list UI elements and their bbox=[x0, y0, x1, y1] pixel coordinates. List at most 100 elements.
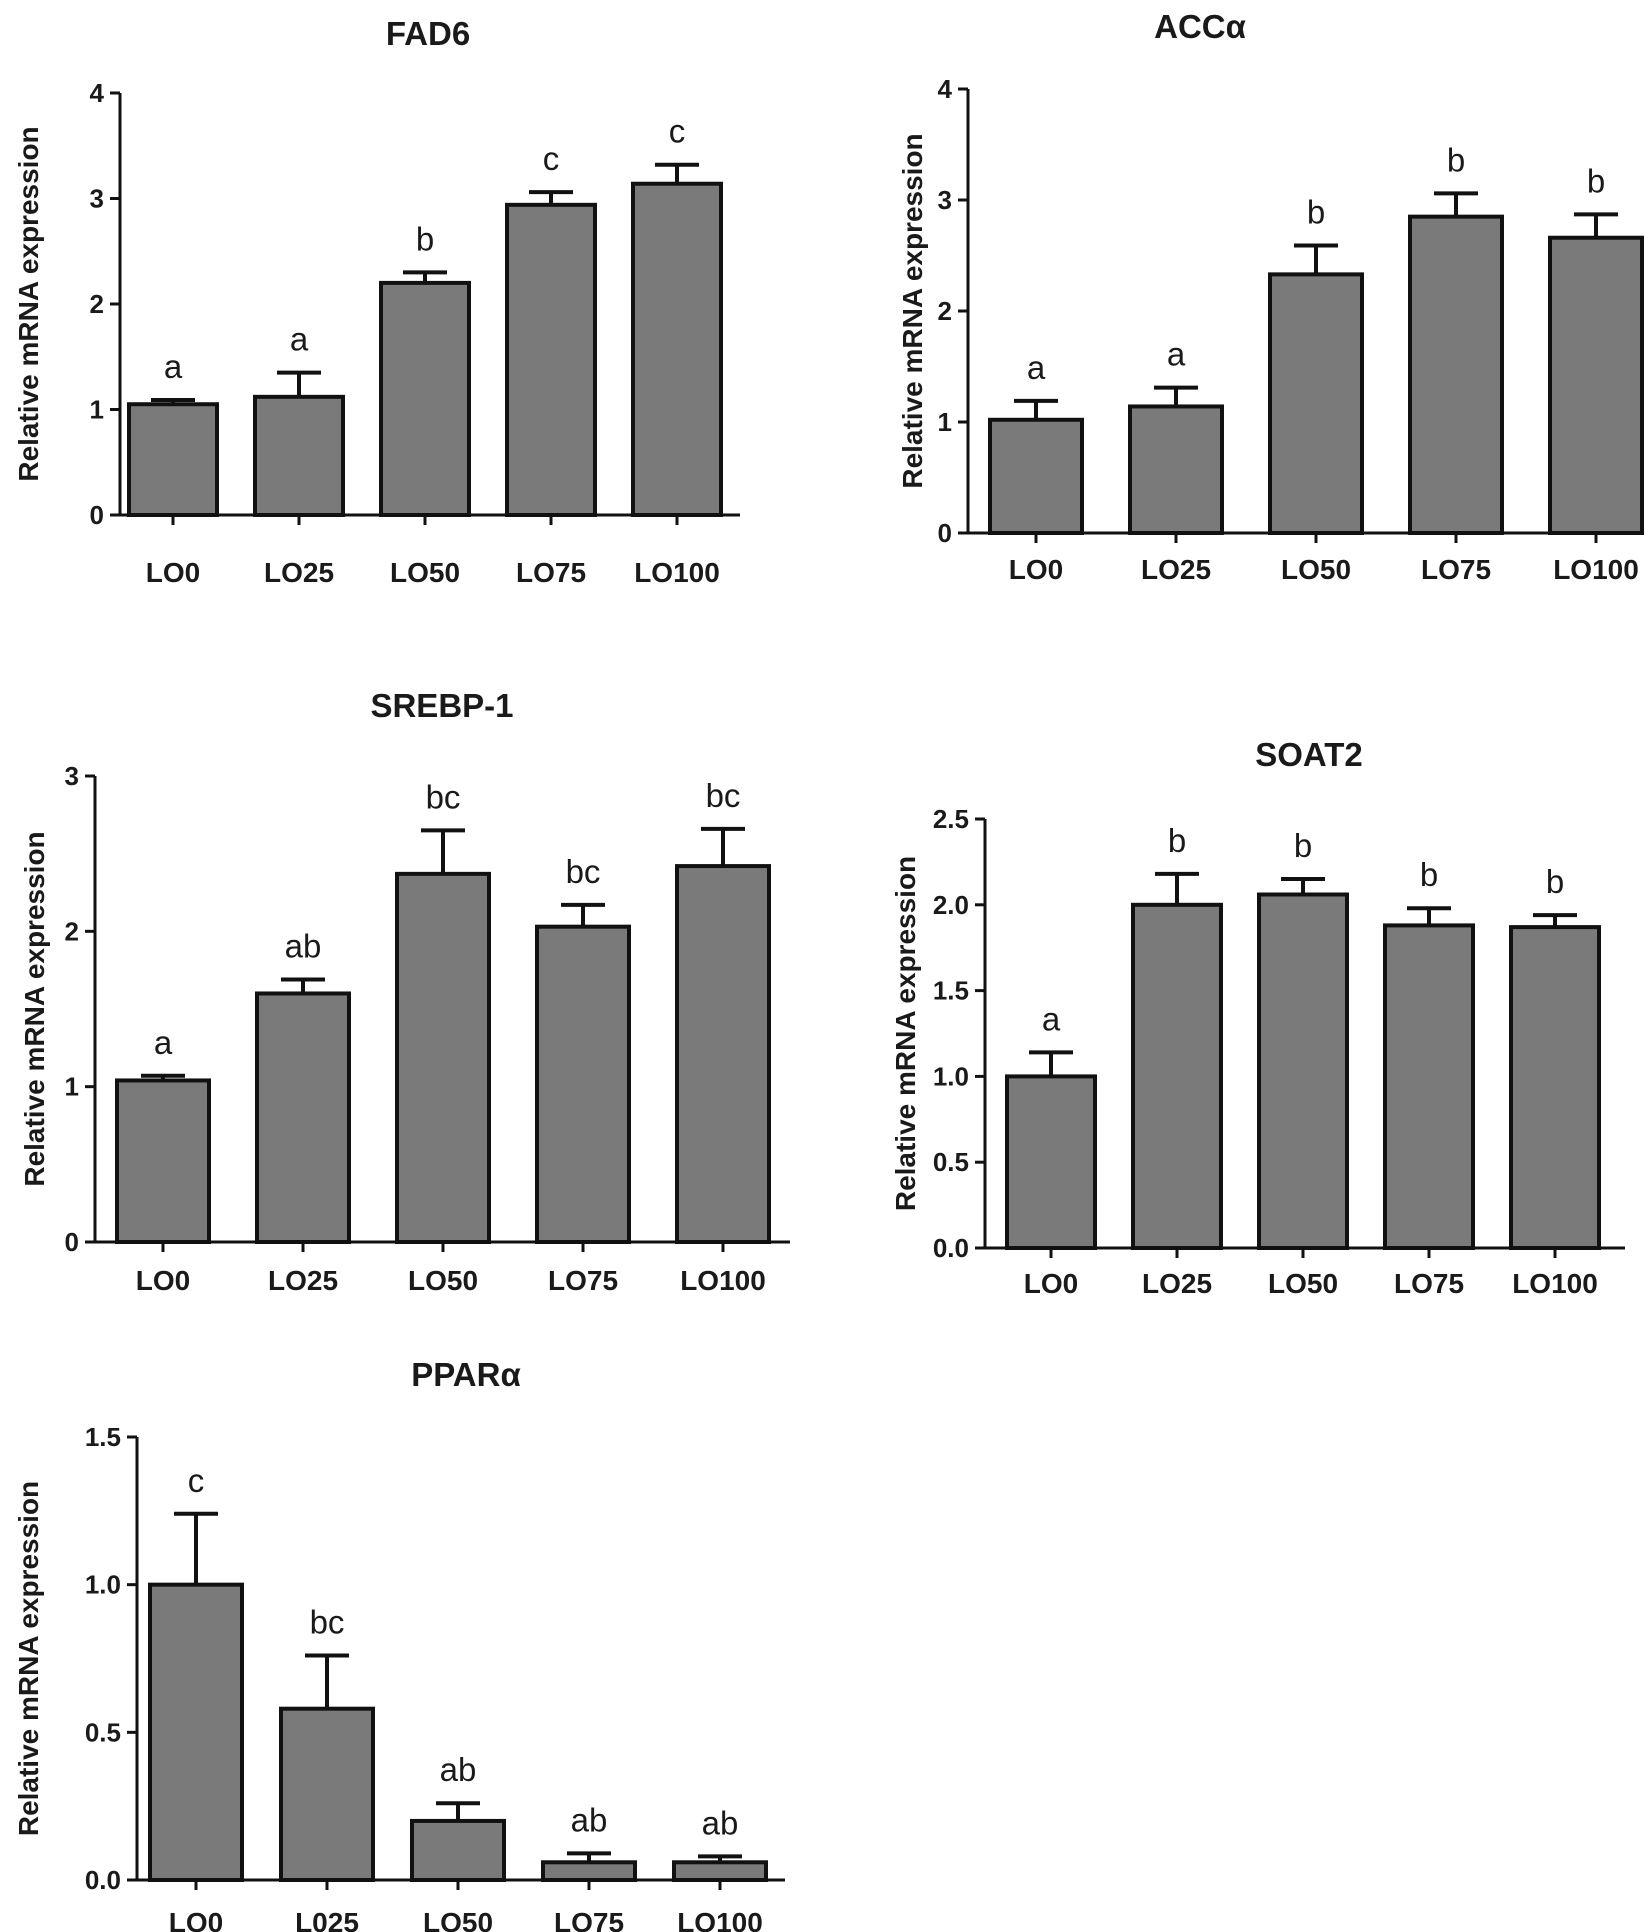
y-tick-label: 0 bbox=[65, 1227, 79, 1257]
significance-label-lo50: bc bbox=[426, 778, 461, 815]
bar-lo0 bbox=[988, 417, 1084, 535]
y-tick-label: 3 bbox=[90, 184, 104, 214]
bar-lo100 bbox=[1509, 925, 1601, 1250]
y-tick-label: 2 bbox=[65, 916, 79, 946]
bar-lo75 bbox=[505, 202, 597, 518]
significance-label-lo100: bc bbox=[706, 777, 741, 814]
x-tick-label-lo75: LO75 bbox=[548, 1265, 618, 1296]
x-tick-label-lo0: LO0 bbox=[1009, 554, 1063, 585]
x-tick-label-lo100: LO100 bbox=[680, 1265, 766, 1296]
y-tick-label: 2 bbox=[90, 289, 104, 319]
x-tick-label-lo75: LO75 bbox=[1394, 1268, 1464, 1299]
x-tick-label-lo25: LO25 bbox=[268, 1265, 338, 1296]
chart-fad6: FAD6 Relative mRNA expression 0 1 2 3 4 a LO0 a LO… bbox=[13, 15, 740, 588]
x-tick-label-lo75: LO75 bbox=[516, 557, 586, 588]
significance-label-lo100: b bbox=[1546, 863, 1564, 900]
significance-label-lo50: ab bbox=[440, 1751, 477, 1788]
x-tick-label-lo0: LO0 bbox=[169, 1907, 223, 1932]
chart-title: SOAT2 bbox=[1255, 736, 1363, 773]
bar-lo0 bbox=[1005, 1074, 1097, 1251]
x-tick-label-lo75: LO75 bbox=[1421, 554, 1491, 585]
significance-label-lo75: b bbox=[1420, 856, 1438, 893]
y-tick-label: 0.5 bbox=[933, 1147, 969, 1177]
y-tick-label: 1.0 bbox=[933, 1061, 969, 1091]
x-tick-label-lo100: LO100 bbox=[1553, 554, 1639, 585]
y-tick-label: 1 bbox=[938, 407, 952, 437]
significance-label-lo0: c bbox=[188, 1462, 205, 1499]
chart-ppara: PPARα Relative mRNA expression 0.0 0.5 1.0 1.… bbox=[13, 1356, 785, 1932]
significance-label-lo100: b bbox=[1587, 162, 1605, 199]
y-tick-label: 2.5 bbox=[933, 804, 969, 834]
x-tick-label-lo100: LO100 bbox=[634, 557, 720, 588]
bar-lo25 bbox=[255, 991, 351, 1245]
significance-label-lo25: a bbox=[290, 321, 309, 358]
x-tick-label-lo100: LO100 bbox=[1512, 1268, 1598, 1299]
x-tick-label-lo0: LO0 bbox=[136, 1265, 190, 1296]
x-tick-label-lo50: LO50 bbox=[390, 557, 460, 588]
x-tick-label-l025: L025 bbox=[295, 1907, 359, 1932]
significance-label-lo0: a bbox=[1027, 349, 1046, 386]
x-tick-label-lo25: LO25 bbox=[264, 557, 334, 588]
significance-label-lo100: ab bbox=[702, 1804, 739, 1841]
y-tick-label: 1.0 bbox=[85, 1570, 121, 1600]
bar-lo25 bbox=[253, 394, 345, 517]
significance-label-lo50: b bbox=[1294, 827, 1312, 864]
chart-title: ACCα bbox=[1154, 8, 1246, 45]
significance-label-lo25: b bbox=[1168, 822, 1186, 859]
bar-lo0 bbox=[127, 402, 219, 518]
chart-title: PPARα bbox=[411, 1356, 521, 1393]
bar-lo100 bbox=[672, 1860, 768, 1883]
chart-srebp1: SREBP-1 Relative mRNA expression 0 1 2 3 a LO0 a… bbox=[19, 687, 790, 1296]
bar-lo75 bbox=[541, 1860, 637, 1883]
significance-label-lo0: a bbox=[154, 1024, 173, 1061]
chart-soat2: SOAT2 Relative mRNA expression 0.0 0.5 1.0 1.… bbox=[890, 736, 1625, 1299]
significance-label-lo25: ab bbox=[285, 927, 322, 964]
bar-lo75 bbox=[535, 924, 631, 1244]
bar-lo50 bbox=[410, 1818, 506, 1883]
chart-acca: ACCα Relative mRNA expression 0 1 2 3 4 a LO0 a LO… bbox=[897, 8, 1644, 585]
bar-l025 bbox=[279, 1706, 375, 1882]
y-axis-label: Relative mRNA expression bbox=[13, 126, 44, 481]
y-tick-label: 0 bbox=[90, 500, 104, 530]
x-tick-label-lo0: LO0 bbox=[146, 557, 200, 588]
y-tick-label: 1.5 bbox=[933, 976, 969, 1006]
chart-title: SREBP-1 bbox=[370, 687, 513, 724]
y-tick-label: 1.5 bbox=[85, 1422, 121, 1452]
y-axis-label: Relative mRNA expression bbox=[890, 856, 921, 1211]
y-axis-label: Relative mRNA expression bbox=[13, 1481, 44, 1836]
significance-label-lo0: a bbox=[1042, 1000, 1061, 1037]
x-tick-label-lo50: LO50 bbox=[1268, 1268, 1338, 1299]
significance-label-lo75: c bbox=[543, 140, 560, 177]
significance-label-lo100: c bbox=[669, 113, 686, 150]
significance-label-lo75: bc bbox=[566, 853, 601, 890]
y-tick-label: 1 bbox=[65, 1072, 79, 1102]
y-tick-label: 0.0 bbox=[933, 1233, 969, 1263]
y-tick-label: 4 bbox=[938, 74, 953, 104]
y-axis-label: Relative mRNA expression bbox=[19, 831, 50, 1186]
y-tick-label: 0 bbox=[938, 518, 952, 548]
y-tick-label: 0.0 bbox=[85, 1865, 121, 1895]
bar-lo50 bbox=[1268, 272, 1364, 535]
bar-lo25 bbox=[1128, 404, 1224, 535]
bar-lo75 bbox=[1383, 923, 1475, 1251]
y-tick-label: 1 bbox=[90, 395, 104, 425]
x-tick-label-lo0: LO0 bbox=[1024, 1268, 1078, 1299]
bar-lo100 bbox=[1548, 235, 1644, 536]
x-tick-label-lo75: LO75 bbox=[554, 1907, 624, 1932]
y-tick-label: 2.0 bbox=[933, 890, 969, 920]
bar-lo75 bbox=[1408, 214, 1504, 535]
bar-lo50 bbox=[379, 280, 471, 517]
x-tick-label-lo50: LO50 bbox=[408, 1265, 478, 1296]
y-tick-label: 0.5 bbox=[85, 1717, 121, 1747]
bar-lo25 bbox=[1131, 902, 1223, 1250]
significance-label-lo75: ab bbox=[571, 1801, 608, 1838]
x-tick-label-lo25: LO25 bbox=[1142, 1268, 1212, 1299]
y-axis-label: Relative mRNA expression bbox=[897, 133, 928, 488]
y-tick-label: 4 bbox=[90, 78, 105, 108]
bar-lo100 bbox=[675, 864, 771, 1244]
significance-label-lo50: b bbox=[1307, 194, 1325, 231]
bar-lo50 bbox=[395, 871, 491, 1244]
x-tick-label-lo50: LO50 bbox=[1281, 554, 1351, 585]
significance-label-lo25: a bbox=[1167, 336, 1186, 373]
